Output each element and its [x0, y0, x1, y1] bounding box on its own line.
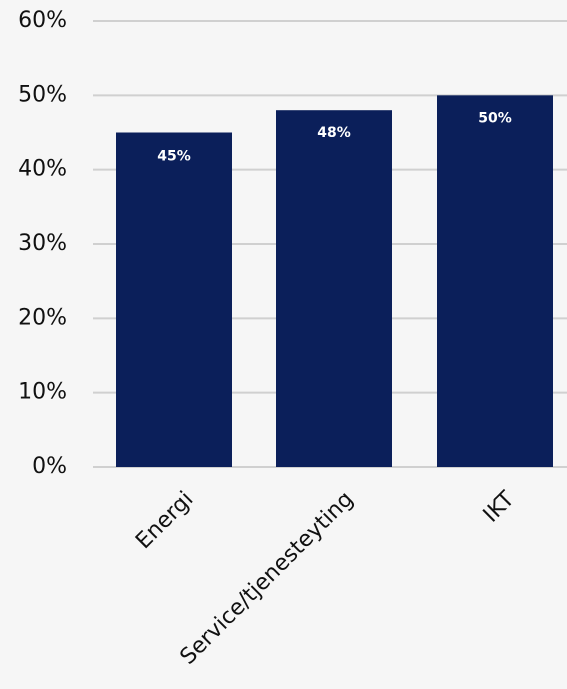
bar-2 [437, 95, 553, 467]
y-tick-label: 10% [18, 380, 67, 405]
y-tick-label: 50% [18, 82, 67, 107]
bars [116, 95, 553, 467]
x-category-label: Service/tjenesteyting [176, 487, 359, 670]
data-labels: 45% 48% 50% [157, 110, 512, 164]
y-tick-label: 0% [32, 454, 67, 479]
x-category-label: Energi [131, 487, 198, 554]
bar-0 [116, 132, 232, 467]
data-label: 48% [317, 125, 351, 141]
y-tick-label: 20% [18, 305, 67, 330]
x-category-label: IKT [479, 486, 520, 527]
bar-1 [276, 110, 392, 467]
y-tick-label: 40% [18, 157, 67, 182]
data-label: 50% [478, 110, 512, 126]
y-tick-label: 30% [18, 231, 67, 256]
data-label: 45% [157, 149, 191, 165]
y-axis-tick-labels: 0% 10% 20% 30% 40% 50% 60% [18, 8, 67, 479]
y-tick-label: 60% [18, 8, 67, 33]
